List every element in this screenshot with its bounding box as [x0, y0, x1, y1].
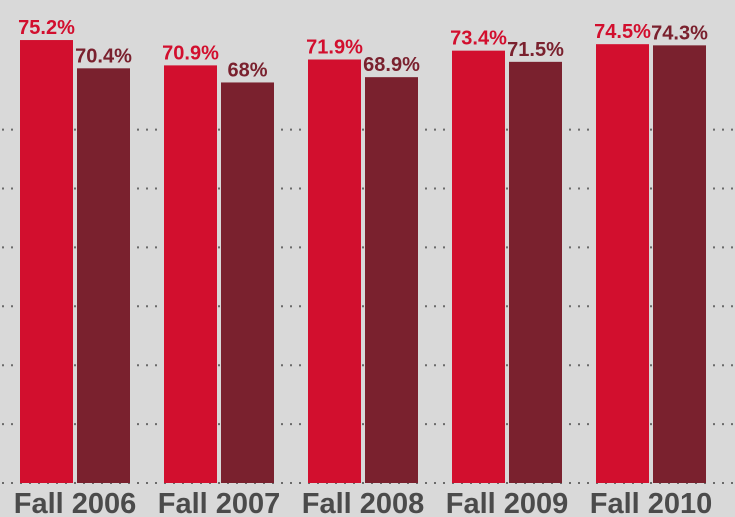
bar: [308, 59, 361, 484]
value-label: 71.9%: [306, 36, 363, 58]
x-tick-label: Fall 2009: [446, 488, 569, 517]
x-tick-label: Fall 2007: [158, 488, 281, 517]
value-label: 73.4%: [450, 28, 507, 50]
x-tick-label: Fall 2006: [14, 488, 137, 517]
bar: [221, 82, 274, 484]
bar: [77, 68, 130, 483]
bar: [365, 77, 418, 483]
bar: [653, 45, 706, 483]
value-label: 74.3%: [651, 22, 708, 44]
x-tick-label: Fall 2010: [590, 488, 713, 517]
value-label: 68%: [227, 59, 267, 81]
value-label: 75.2%: [18, 17, 75, 39]
bar: [596, 44, 649, 484]
value-label: 70.9%: [162, 42, 219, 64]
x-tick-label: Fall 2008: [302, 488, 425, 517]
bar: [164, 65, 217, 483]
value-label: 74.5%: [594, 21, 651, 43]
value-label: 68.9%: [363, 54, 420, 76]
value-label: 70.4%: [75, 45, 132, 67]
bar: [452, 50, 505, 483]
bar: [509, 61, 562, 483]
value-label: 71.5%: [507, 39, 564, 61]
bar: [20, 40, 73, 484]
